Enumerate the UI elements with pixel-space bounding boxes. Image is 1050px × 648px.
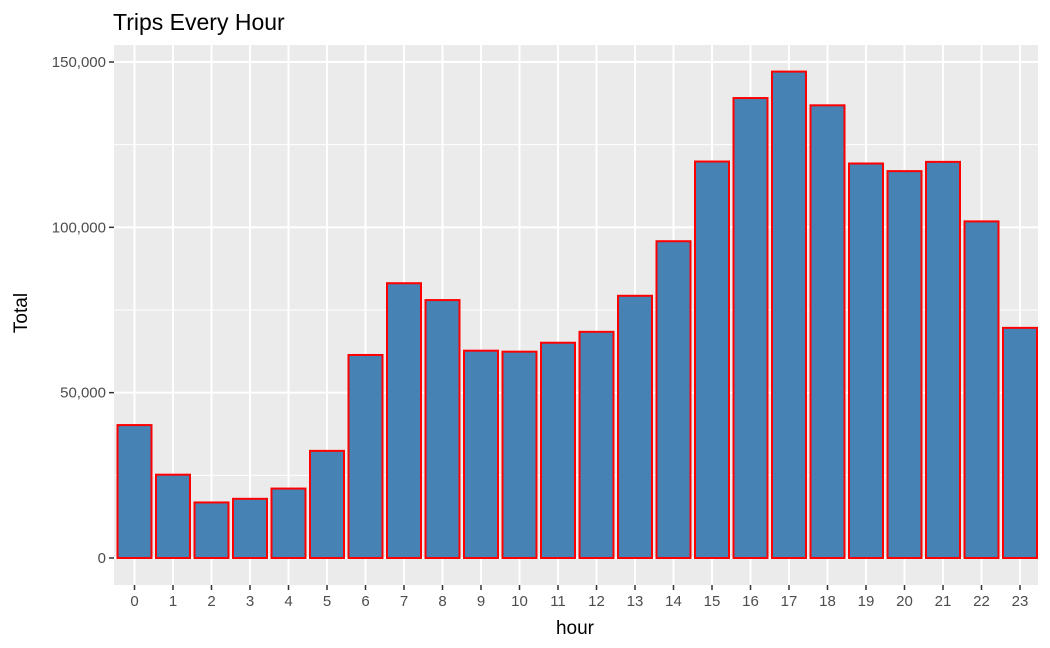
y-tick-label: 100,000 xyxy=(52,219,106,236)
x-tick-label: 18 xyxy=(819,593,836,610)
x-tick-label: 14 xyxy=(665,593,682,610)
y-tick-label: 0 xyxy=(98,550,106,567)
bars xyxy=(116,70,1038,560)
bar-hour-18 xyxy=(809,104,846,560)
x-tick-label: 7 xyxy=(400,593,408,610)
x-axis-title: hour xyxy=(556,618,595,639)
bar-hour-8 xyxy=(424,299,461,559)
bar-hour-22 xyxy=(963,220,1000,559)
y-axis: 0 50,000 100,000 150,000 xyxy=(52,54,114,567)
bar-hour-5 xyxy=(309,449,345,560)
x-tick-label: 17 xyxy=(781,593,798,610)
bar-hour-23 xyxy=(1002,326,1038,559)
bar-hour-15 xyxy=(694,160,730,559)
bar-hour-11 xyxy=(540,341,576,559)
x-tick-label: 9 xyxy=(477,593,485,610)
bar-hour-17 xyxy=(771,70,807,560)
x-tick-label: 8 xyxy=(438,593,446,610)
x-axis: 0 1 2 3 4 5 6 7 8 9 10 11 12 13 14 15 16 17 18 19 20 21 22 23 xyxy=(130,585,1028,610)
bar-hour-0 xyxy=(116,424,153,559)
bar-hour-12 xyxy=(578,330,615,559)
x-tick-label: 5 xyxy=(323,593,331,610)
x-tick-label: 20 xyxy=(896,593,913,610)
x-tick-label: 1 xyxy=(169,593,177,610)
x-tick-label: 23 xyxy=(1012,593,1029,610)
x-tick-label: 19 xyxy=(858,593,875,610)
x-tick-label: 4 xyxy=(284,593,292,610)
x-tick-label: 12 xyxy=(588,593,605,610)
bar-hour-2 xyxy=(193,501,230,559)
x-tick-label: 16 xyxy=(742,593,759,610)
x-tick-label: 21 xyxy=(935,593,952,610)
x-tick-label: 13 xyxy=(627,593,644,610)
bar-hour-20 xyxy=(886,170,923,559)
bar-hour-19 xyxy=(848,162,884,559)
x-tick-label: 0 xyxy=(130,593,138,610)
x-tick-label: 6 xyxy=(361,593,369,610)
bar-hour-13 xyxy=(617,294,653,559)
x-tick-label: 3 xyxy=(246,593,254,610)
x-tick-label: 10 xyxy=(511,593,528,610)
bar-hour-21 xyxy=(925,160,961,559)
bar-hour-4 xyxy=(270,487,307,559)
y-axis-title: Total xyxy=(11,293,32,333)
x-tick-label: 2 xyxy=(207,593,215,610)
x-tick-label: 22 xyxy=(973,593,990,610)
bar-hour-6 xyxy=(347,353,384,559)
x-tick-label: 11 xyxy=(550,593,566,610)
bar-hour-14 xyxy=(655,240,692,559)
bar-hour-9 xyxy=(463,349,499,559)
bar-hour-7 xyxy=(386,282,422,559)
bar-hour-3 xyxy=(232,497,268,560)
bar-hour-10 xyxy=(501,350,538,559)
chart-title: Trips Every Hour xyxy=(113,9,285,35)
bar-hour-1 xyxy=(155,473,191,559)
x-tick-label: 15 xyxy=(704,593,721,610)
bar-hour-16 xyxy=(732,97,769,559)
y-tick-label: 150,000 xyxy=(52,54,106,71)
y-tick-label: 50,000 xyxy=(60,385,106,402)
